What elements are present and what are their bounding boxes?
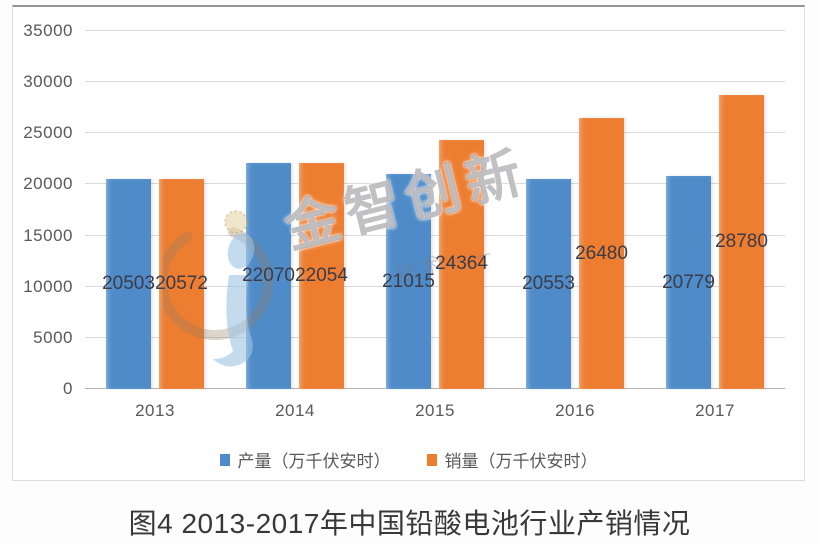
- legend-item-production: 产量（万千伏安时）: [219, 447, 391, 472]
- x-axis-label-2016: 2016: [555, 401, 595, 420]
- bar-production-2013: 20503: [102, 179, 155, 389]
- bar-value-label: 22070: [242, 265, 295, 287]
- bar-group-2015: 21015 24364: [365, 31, 505, 389]
- bar-groups: 20503 20572 22070 22054 21015 24364 20553 26480…: [85, 31, 785, 389]
- bar-group-2014: 22070 22054: [225, 31, 365, 389]
- legend-swatch-production-icon: [219, 453, 230, 466]
- bar-production-2017: 20779: [662, 176, 715, 389]
- bar-value-label: 20503: [102, 273, 155, 295]
- bar-group-2017: 20779 28780: [645, 31, 785, 389]
- bar-production-2015: 21015: [382, 174, 435, 389]
- gridline: [85, 132, 785, 134]
- y-axis-tick-label: 25000: [23, 123, 73, 143]
- gridline: [85, 81, 785, 83]
- bar-sales-2015: 24364: [435, 139, 488, 389]
- bar-value-label: 20779: [662, 271, 715, 293]
- bar-sales-2014: 22054: [295, 163, 348, 389]
- y-axis-tick-label: 30000: [23, 72, 73, 92]
- legend-item-sales: 销量（万千伏安时）: [426, 447, 598, 472]
- y-axis-tick-label: 20000: [23, 174, 73, 194]
- gridline: [85, 183, 785, 185]
- bar-value-label: 21015: [382, 270, 435, 292]
- bar-sales-2017: 28780: [715, 94, 768, 389]
- bar-value-label: 22054: [295, 265, 348, 287]
- gridline: [85, 30, 785, 31]
- x-axis-label-2014: 2014: [275, 401, 315, 420]
- y-axis: 0 5000 10000 15000 20000 25000 30000 35000: [13, 21, 75, 398]
- bar-value-label: 20553: [522, 272, 575, 294]
- x-axis-label-2017: 2017: [695, 401, 735, 420]
- y-axis-tick-label: 0: [63, 379, 73, 398]
- y-axis-tick-label: 35000: [23, 21, 73, 40]
- bar-value-label: 26480: [575, 242, 628, 264]
- legend-swatch-sales-icon: [426, 453, 437, 466]
- bar-value-label: 20572: [155, 272, 208, 294]
- gridline: [85, 234, 785, 236]
- bar-production-2016: 20553: [522, 178, 575, 389]
- gridline: [85, 285, 785, 287]
- y-axis-tick-label: 5000: [33, 327, 73, 347]
- y-axis-tick-label: 10000: [23, 276, 73, 296]
- x-axis-line: [85, 388, 785, 389]
- bar-group-2013: 20503 20572: [85, 31, 225, 389]
- bar-sales-2013: 20572: [155, 178, 208, 389]
- bar-group-2016: 20553 26480: [505, 31, 645, 389]
- y-axis-tick-label: 15000: [23, 225, 73, 245]
- chart-legend: 产量（万千伏安时） 销量（万千伏安时）: [13, 447, 804, 472]
- figure-caption: 图4 2013-2017年中国铅酸电池行业产销情况: [128, 508, 691, 539]
- gridline: [85, 336, 785, 338]
- x-axis-label-2013: 2013: [135, 401, 175, 420]
- x-axis-label-2015: 2015: [415, 401, 455, 420]
- chart-panel: 0 5000 10000 15000 20000 25000 30000 35000 金智创新…: [12, 5, 805, 481]
- x-axis: 2013 2014 2015 2016 2017: [85, 401, 785, 421]
- legend-label-sales: 销量（万千伏安时）: [444, 452, 598, 471]
- bar-sales-2016: 26480: [575, 118, 628, 389]
- bar-production-2014: 22070: [242, 163, 295, 389]
- legend-label-production: 产量（万千伏安时）: [237, 452, 391, 471]
- bar-value-label: 28780: [715, 230, 768, 252]
- plot-area: 金智创新 技术—— 20503 20572 22070 22054 21015 24364…: [85, 30, 785, 389]
- bar-value-label: 24364: [435, 253, 488, 275]
